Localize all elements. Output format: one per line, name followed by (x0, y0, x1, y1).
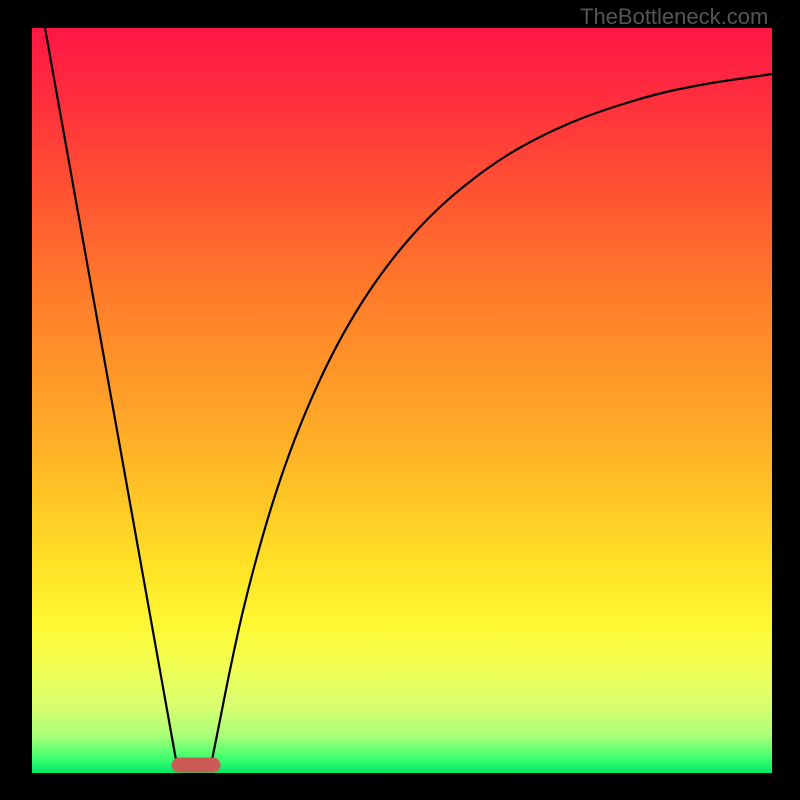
bottleneck-chart (0, 0, 800, 800)
watermark-text: TheBottleneck.com (580, 4, 768, 30)
optimal-zone-marker (172, 758, 220, 772)
chart-background (32, 28, 772, 773)
